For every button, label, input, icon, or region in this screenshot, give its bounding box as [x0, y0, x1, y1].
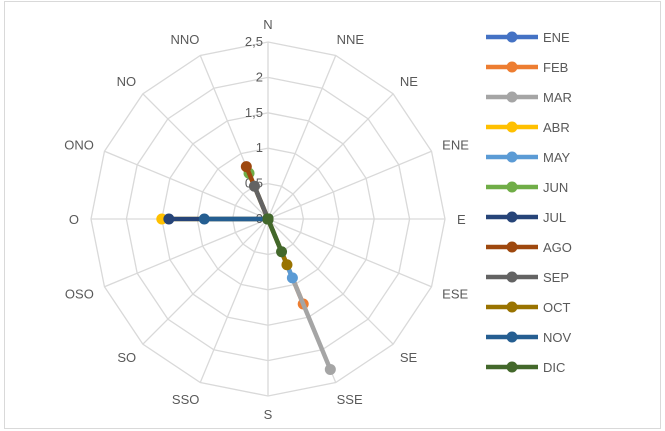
legend-label: NOV	[543, 330, 572, 345]
data-point-OCT-SSE	[281, 259, 293, 271]
legend-item-SEP: SEP	[486, 270, 569, 285]
legend-swatch-marker	[506, 241, 518, 253]
direction-label-ESE: ESE	[442, 287, 468, 302]
legend-swatch-marker	[506, 61, 518, 73]
radial-tick-label: 1,5	[245, 105, 263, 120]
legend-item-DIC: DIC	[486, 360, 565, 375]
spoke-NO	[142, 93, 269, 220]
spoke-SO	[142, 218, 269, 345]
legend-swatch-marker	[506, 211, 518, 223]
legend-swatch-marker	[506, 121, 518, 133]
legend-item-JUN: JUN	[486, 180, 568, 195]
legend-label: ENE	[543, 30, 570, 45]
direction-label-OSO: OSO	[65, 287, 94, 302]
direction-label-NE: NE	[400, 74, 418, 89]
legend-item-NOV: NOV	[486, 330, 572, 345]
legend-label: MAY	[543, 150, 571, 165]
direction-label-SO: SO	[117, 350, 136, 365]
spoke-SSO	[199, 218, 269, 383]
legend-item-ENE: ENE	[486, 30, 570, 45]
data-point-DIC-SSE	[276, 246, 288, 258]
legend-item-AGO: AGO	[486, 240, 572, 255]
legend-swatch-marker	[506, 271, 518, 283]
chart-area	[4, 1, 661, 429]
legend-label: MAR	[543, 90, 572, 105]
radial-tick-label: 2,5	[245, 34, 263, 49]
direction-label-NNO: NNO	[170, 32, 199, 47]
legend-label: JUN	[543, 180, 568, 195]
radial-tick-label: 1	[256, 140, 263, 155]
legend-item-ABR: ABR	[486, 120, 570, 135]
legend-swatch-marker	[506, 181, 518, 193]
direction-label-N: N	[263, 17, 272, 32]
series-DIC	[262, 213, 288, 258]
data-point-MAR-SSE	[324, 363, 336, 375]
legend-swatch-marker	[506, 91, 518, 103]
legend-swatch-marker	[506, 361, 518, 373]
spoke-NNE	[267, 55, 337, 220]
data-point-DIC-NNO	[262, 213, 274, 225]
legend-swatch-marker	[506, 151, 518, 163]
direction-label-SSO: SSO	[172, 392, 199, 407]
legend: ENE FEB MAR ABR MAY JUN JUL AGO SEP OCT NOV DIC	[486, 30, 572, 375]
legend-swatch-marker	[506, 331, 518, 343]
legend-swatch-marker	[506, 301, 518, 313]
legend-label: FEB	[543, 60, 568, 75]
legend-item-MAY: MAY	[486, 150, 571, 165]
radial-tick-label: 2	[256, 69, 263, 84]
direction-label-NO: NO	[117, 74, 137, 89]
legend-label: AGO	[543, 240, 572, 255]
legend-label: JUL	[543, 210, 566, 225]
direction-label-S: S	[264, 407, 273, 422]
data-point-MAY-SSE	[286, 272, 298, 284]
legend-item-JUL: JUL	[486, 210, 566, 225]
direction-label-SE: SE	[400, 350, 418, 365]
spoke-SE	[267, 218, 394, 345]
direction-label-SSE: SSE	[337, 392, 363, 407]
legend-swatch-marker	[506, 31, 518, 43]
legend-label: OCT	[543, 300, 571, 315]
spoke-NE	[267, 93, 394, 220]
direction-label-O: O	[69, 212, 79, 227]
legend-label: SEP	[543, 270, 569, 285]
direction-label-E: E	[457, 212, 466, 227]
spoke-ONO	[104, 150, 269, 220]
legend-item-OCT: OCT	[486, 300, 571, 315]
direction-label-ENE: ENE	[442, 137, 469, 152]
legend-item-MAR: MAR	[486, 90, 572, 105]
series-layer	[156, 161, 336, 375]
spoke-ESE	[267, 218, 432, 288]
data-point-NOV-O	[198, 213, 210, 225]
spoke-OSO	[104, 218, 269, 288]
direction-labels: N NNE NE ENE E ESE SE SSE S SSO SO OSO O ONO NO NNO	[64, 17, 469, 422]
data-point-SEP-NNO	[248, 180, 260, 192]
legend-label: ABR	[543, 120, 570, 135]
data-point-AGO-NNO	[240, 161, 252, 173]
direction-label-ONO: ONO	[64, 137, 94, 152]
legend-item-FEB: FEB	[486, 60, 568, 75]
spoke-ENE	[267, 150, 432, 220]
legend-label: DIC	[543, 360, 565, 375]
direction-label-NNE: NNE	[337, 32, 365, 47]
data-point-JUL-O	[163, 213, 175, 225]
